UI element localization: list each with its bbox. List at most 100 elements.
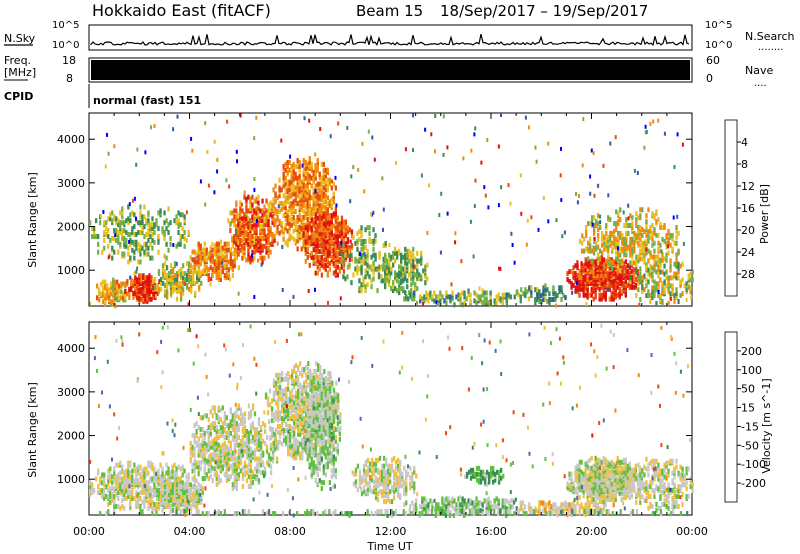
nsky-panel: N.Sky 10^5 10^0 10^5 10^0 N.Search .....… [4, 20, 795, 53]
power-cell [263, 204, 266, 210]
velocity-cell [121, 498, 124, 503]
speckle-cell [407, 253, 410, 258]
power-cell [308, 235, 311, 241]
power-cell [332, 247, 335, 253]
power-cell [290, 163, 293, 169]
power-cell [265, 198, 268, 204]
power-cell [392, 288, 395, 294]
power-cell [127, 259, 130, 265]
velocity-cell [243, 460, 247, 466]
velocity-cell [281, 392, 284, 398]
velocity-cell [270, 398, 274, 404]
power-cell [336, 221, 339, 227]
velocity-cell [201, 458, 204, 464]
power-cell [584, 261, 587, 267]
power-cell [463, 294, 466, 300]
power-cell [296, 224, 299, 230]
power-cell [121, 214, 124, 220]
power-cell [625, 230, 628, 236]
velocity-cell [153, 466, 156, 472]
power-cell [111, 255, 114, 261]
power-cell [453, 302, 456, 308]
power-cell [308, 225, 311, 231]
power-cell [199, 243, 202, 249]
velocity-cell [217, 405, 220, 411]
velocity-cell [283, 416, 286, 422]
velocity-cell [207, 476, 210, 482]
power-cell [651, 242, 654, 248]
power-cell [225, 271, 228, 277]
velocity-cell [141, 499, 144, 505]
speckle-cell [303, 116, 306, 121]
power-cell [131, 210, 134, 216]
power-cell [310, 232, 313, 238]
power-cell [269, 226, 272, 232]
power-cell [587, 240, 590, 246]
speckle-cell [221, 260, 224, 265]
power-cell [404, 260, 407, 266]
velocity-cell [137, 478, 140, 484]
power-cell [272, 216, 275, 222]
power-cell [487, 300, 490, 306]
velocity-cell [275, 456, 279, 462]
speckle-cell [571, 290, 574, 295]
velocity-cell [287, 376, 290, 382]
power-cell [410, 258, 413, 264]
speckle-cell [190, 136, 193, 141]
power-cell [306, 216, 309, 222]
power-cell [677, 248, 680, 254]
velocity-cell [287, 370, 290, 376]
power-cell [237, 226, 240, 232]
power-cell [344, 276, 347, 282]
speckle-cell [509, 201, 512, 206]
power-cell [145, 251, 148, 257]
velocity-cell [289, 451, 292, 457]
velocity-cell [257, 430, 261, 436]
power-cell [586, 259, 589, 265]
velocity-cell [111, 480, 114, 486]
power-cell [402, 286, 405, 292]
velocity-cell [103, 488, 106, 494]
velocity-cell [193, 432, 196, 438]
power-cell [150, 275, 153, 281]
nsearch-tick-top: 10^5 [705, 20, 732, 31]
power-cell [105, 226, 108, 232]
velocity-cell [231, 450, 234, 456]
velocity-cell [207, 436, 210, 442]
power-cell [653, 227, 656, 232]
speckle-cell [253, 187, 256, 192]
power-cell [619, 217, 622, 223]
power-cell [231, 218, 234, 224]
power-cell [124, 281, 127, 287]
power-cell [133, 212, 136, 218]
power-cell [314, 165, 317, 171]
velocity-cell [201, 432, 204, 438]
power-cell [324, 239, 327, 245]
velocity-cell [235, 456, 238, 462]
power-cell [657, 240, 660, 246]
velocity-cell [223, 427, 226, 432]
power-cell [651, 271, 654, 277]
power-cell [316, 191, 319, 197]
velocity-cell [237, 423, 240, 429]
velocity-cell [249, 484, 253, 489]
power-cell [288, 201, 291, 207]
power-cell [326, 270, 329, 276]
power-cell [589, 242, 592, 248]
power-cell [180, 290, 183, 296]
power-cell [161, 273, 165, 278]
power-cell [205, 257, 208, 263]
velocity-cell [189, 456, 192, 462]
power-cell [131, 230, 134, 235]
speckle-cell [486, 137, 489, 142]
power-cell [637, 234, 640, 240]
speckle-cell [107, 151, 110, 156]
power-cell [314, 270, 317, 276]
power-cell [320, 189, 323, 195]
power-cell [627, 223, 630, 228]
power-cell [190, 269, 193, 275]
power-cell [558, 285, 561, 291]
power-cell [139, 243, 142, 249]
power-cell [259, 216, 262, 222]
velocity-cell [245, 478, 249, 484]
